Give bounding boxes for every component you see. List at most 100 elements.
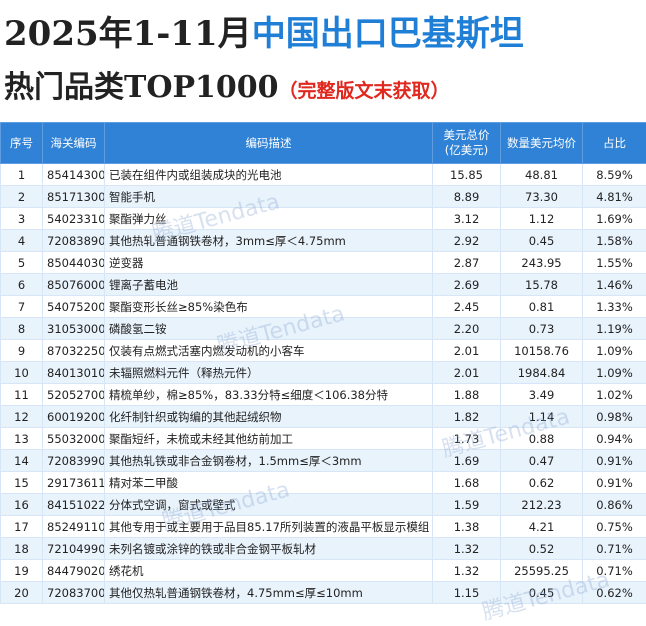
table-cell: 1.09% (583, 362, 646, 384)
table-cell: 243.95 (501, 252, 583, 274)
table-cell: 聚酯弹力丝 (105, 208, 433, 230)
table-cell: 1.14 (501, 406, 583, 428)
column-header: 数量美元均价 (501, 123, 583, 164)
table-cell: 1.58% (583, 230, 646, 252)
table-cell: 1.38 (433, 516, 501, 538)
table-cell: 10 (1, 362, 43, 384)
table-cell: 4.21 (501, 516, 583, 538)
table-cell: 17 (1, 516, 43, 538)
table-cell: 磷酸氢二铵 (105, 318, 433, 340)
table-cell: 31053000 (43, 318, 105, 340)
title-part: 2025年1-11月 (4, 14, 252, 54)
column-unit: (亿美元) (445, 143, 488, 157)
table-cell: 11 (1, 384, 43, 406)
table-cell: 85171300 (43, 186, 105, 208)
table-cell: 0.47 (501, 450, 583, 472)
page-body: {"header": {"title_part1": "2025年1-11月",… (0, 0, 646, 602)
table-cell: 1.82 (433, 406, 501, 428)
table-cell: 0.52 (501, 538, 583, 560)
table-cell: 0.91% (583, 472, 646, 494)
table-cell: 精梳单纱，棉≥85%，83.33分特≤细度＜106.38分特 (105, 384, 433, 406)
table-cell: 分体式空调，窗式或壁式 (105, 494, 433, 516)
table-cell: 仅装有点燃式活塞内燃发动机的小客车 (105, 340, 433, 362)
table-cell: 1.19% (583, 318, 646, 340)
table-cell: 18 (1, 538, 43, 560)
table-cell: 1.69% (583, 208, 646, 230)
table-cell: 1.73 (433, 428, 501, 450)
table-cell: 2.87 (433, 252, 501, 274)
table-cell: 8 (1, 318, 43, 340)
table-cell: 16 (1, 494, 43, 516)
table-cell: 聚酯变形长丝≥85%染色布 (105, 296, 433, 318)
table-cell: 其他专用于或主要用于品目85.17所列装置的液晶平板显示模组 (105, 516, 433, 538)
table-cell: 6 (1, 274, 43, 296)
table-cell: 1984.84 (501, 362, 583, 384)
table-cell: 72083990 (43, 450, 105, 472)
table-cell: 8.59% (583, 164, 646, 186)
table-cell: 2.01 (433, 362, 501, 384)
table-cell: 15.85 (433, 164, 501, 186)
table-cell: 4 (1, 230, 43, 252)
table-cell: 1.12 (501, 208, 583, 230)
table-cell: 7 (1, 296, 43, 318)
header-row: 序号 海关编码 编码描述 美元总价(亿美元) 数量美元均价 占比 (1, 123, 646, 164)
table-cell: 1.68 (433, 472, 501, 494)
table-cell: 212.23 (501, 494, 583, 516)
table-cell: 85249110 (43, 516, 105, 538)
table-cell: 未辐照燃料元件（释热元件） (105, 362, 433, 384)
table-cell: 20 (1, 582, 43, 604)
table-cell: 1.32 (433, 538, 501, 560)
table-cell: 已装在组件内或组装成块的光电池 (105, 164, 433, 186)
table-cell: 85044030 (43, 252, 105, 274)
table-cell: 15 (1, 472, 43, 494)
table-cell: 1.59 (433, 494, 501, 516)
table-cell: 0.73 (501, 318, 583, 340)
table-cell: 52052700 (43, 384, 105, 406)
table-cell: 48.81 (501, 164, 583, 186)
table-cell: 化纤制针织或钩编的其他起绒织物 (105, 406, 433, 428)
table-cell: 逆变器 (105, 252, 433, 274)
table-cell: 2.45 (433, 296, 501, 318)
table-cell: 1.46% (583, 274, 646, 296)
table-header: 序号 海关编码 编码描述 美元总价(亿美元) 数量美元均价 占比 (1, 123, 646, 164)
column-header: 美元总价(亿美元) (433, 123, 501, 164)
table-cell: 锂离子蓄电池 (105, 274, 433, 296)
table-cell: 1 (1, 164, 43, 186)
table-cell: 0.88 (501, 428, 583, 450)
subtitle-text: 热门品类TOP1000 (4, 70, 279, 105)
table-cell: 3.49 (501, 384, 583, 406)
table-cell: 0.45 (501, 230, 583, 252)
column-header: 序号 (1, 123, 43, 164)
table-cell: 54075200 (43, 296, 105, 318)
table-cell: 2.69 (433, 274, 501, 296)
table-cell: 0.45 (501, 582, 583, 604)
table-cell: 10158.76 (501, 340, 583, 362)
table-cell: 72083700 (43, 582, 105, 604)
column-header: 占比 (583, 123, 646, 164)
table-cell: 1.33% (583, 296, 646, 318)
table-cell: 4.81% (583, 186, 646, 208)
table-cell: 其他仅热轧普通钢铁卷材，4.75mm≤厚≤10mm (105, 582, 433, 604)
table-cell: 15.78 (501, 274, 583, 296)
subtitle: 热门品类TOP1000（完整版文末获取） (4, 62, 450, 106)
table-cell: 0.86% (583, 494, 646, 516)
table-cell: 55032000 (43, 428, 105, 450)
title: 2025年1-11月中国出口巴基斯坦 (4, 6, 524, 55)
table-cell: 3 (1, 208, 43, 230)
table-cell: 0.94% (583, 428, 646, 450)
page: html, body { margin: 0; padding: 0; } bo… (0, 0, 646, 602)
table-cell: 2.01 (433, 340, 501, 362)
table-cell: 1.88 (433, 384, 501, 406)
column-header: 编码描述 (105, 123, 433, 164)
table-cell: 0.75% (583, 516, 646, 538)
